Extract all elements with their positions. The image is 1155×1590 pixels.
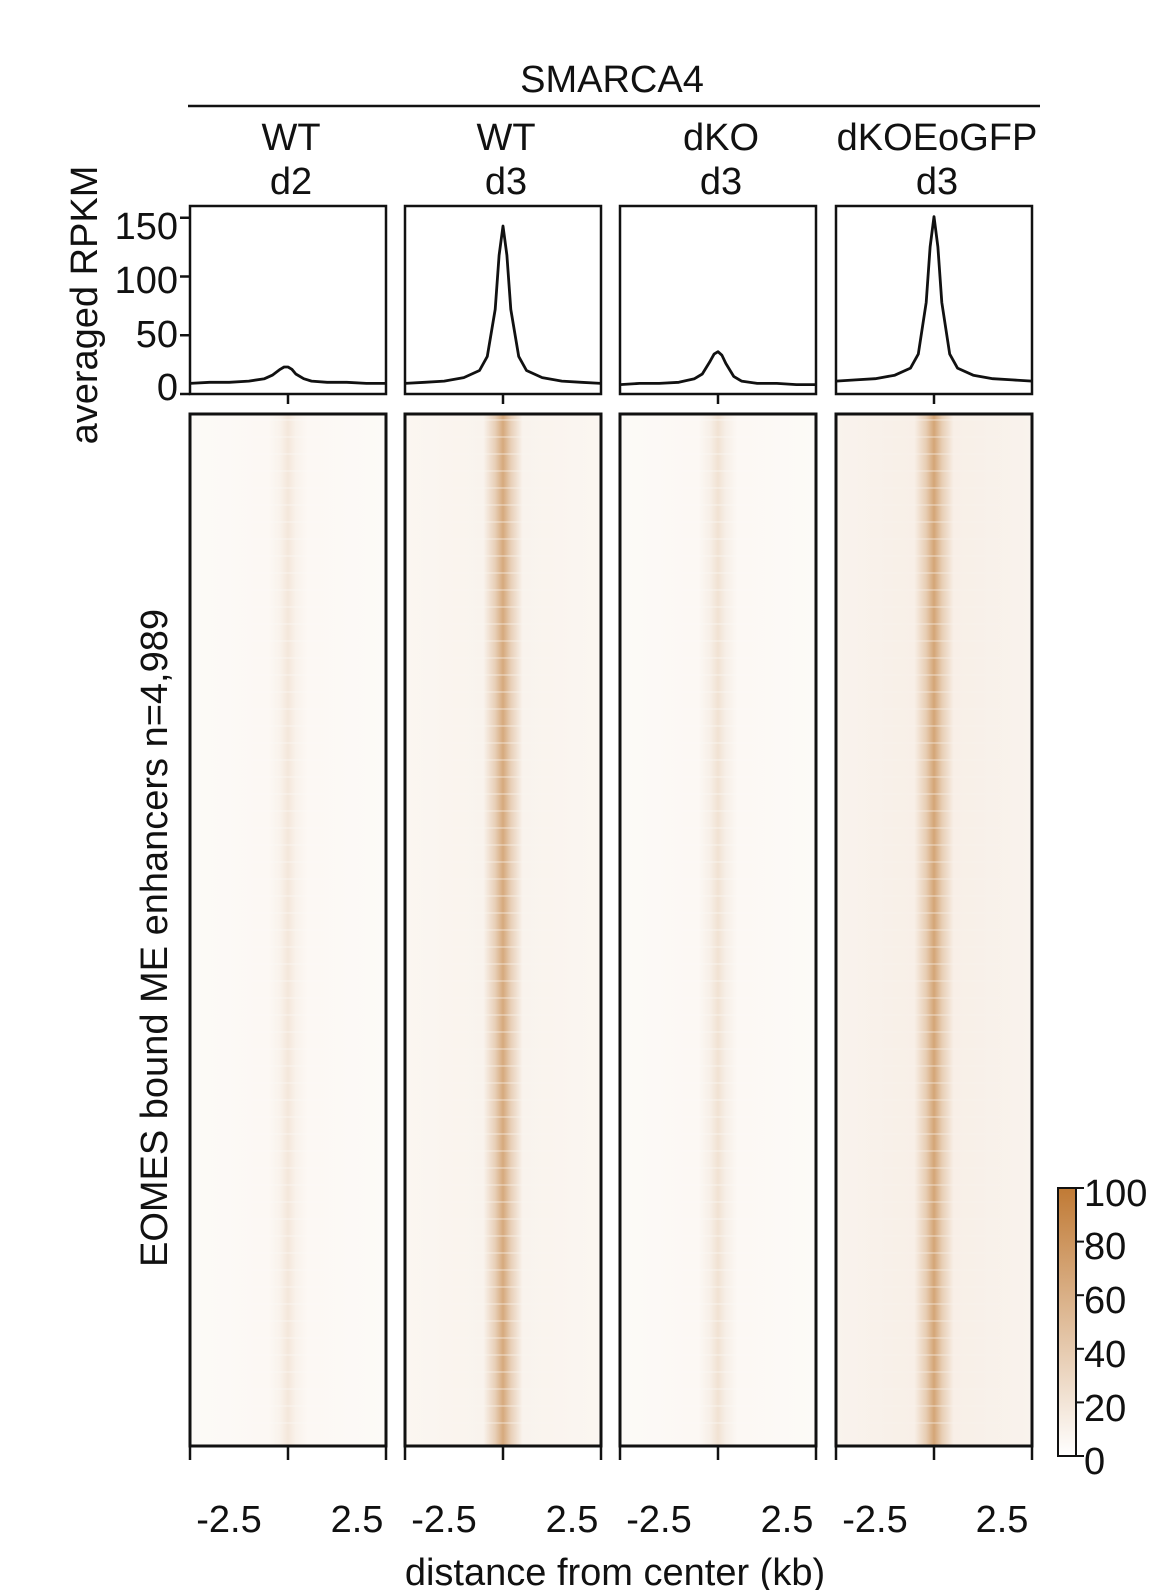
x-tick-label: -2.5 xyxy=(411,1499,476,1541)
heatmap-column xyxy=(836,414,1032,1446)
colorbar-tick-label: 60 xyxy=(1084,1280,1126,1322)
profile-line xyxy=(835,215,1033,383)
heatmap-column xyxy=(405,414,601,1446)
sample-title-line2: d3 xyxy=(485,161,527,203)
heatmap-y-axis-label: EOMES bound ME enhancers n=4,989 xyxy=(134,609,176,1267)
chart-marks xyxy=(180,204,1084,1460)
heatmap-column xyxy=(620,414,816,1446)
profile-ytick-label-50: 50 xyxy=(136,314,178,356)
sample-title-line2: d2 xyxy=(270,161,312,203)
sample-title-line1: dKOEoGFP xyxy=(837,117,1038,159)
sample-title-line2: d3 xyxy=(700,161,742,203)
profile-frame xyxy=(403,204,603,396)
profile-ytick-label-0: 0 xyxy=(157,367,178,409)
x-tick-label: -2.5 xyxy=(626,1499,691,1541)
sample-title-line2: d3 xyxy=(916,161,958,203)
profile-ytick-label-150: 150 xyxy=(115,206,178,248)
group-label: SMARCA4 xyxy=(520,59,704,101)
profile-frame xyxy=(188,204,388,396)
sample-title-line1: WT xyxy=(476,117,535,159)
profile-ytick-label-100: 100 xyxy=(115,260,178,302)
colorbar-tick-label: 20 xyxy=(1084,1388,1126,1430)
x-tick-label: 2.5 xyxy=(761,1499,814,1541)
x-tick-label: 2.5 xyxy=(976,1499,1029,1541)
colorbar-tick-label: 100 xyxy=(1084,1173,1147,1215)
profile-line xyxy=(189,365,386,385)
x-axis-label: distance from center (kb) xyxy=(405,1552,825,1590)
colorbar xyxy=(1057,1187,1077,1457)
colorbar-tick-label: 40 xyxy=(1084,1334,1126,1376)
colorbar-tick-label: 0 xyxy=(1084,1441,1105,1483)
x-tick-label: -2.5 xyxy=(842,1499,907,1541)
profile-y-axis-label: averaged RPKM xyxy=(64,166,106,445)
profile-frame xyxy=(834,204,1034,396)
x-tick-label: -2.5 xyxy=(196,1499,261,1541)
profile-line xyxy=(404,224,602,385)
colorbar-tick-label: 80 xyxy=(1084,1226,1126,1268)
x-tick-label: 2.5 xyxy=(546,1499,599,1541)
sample-title-line1: dKO xyxy=(683,117,759,159)
profile-frame xyxy=(618,204,818,396)
heatmap-column xyxy=(190,414,386,1446)
profile-line xyxy=(619,350,816,386)
sample-title-line1: WT xyxy=(261,117,320,159)
x-tick-label: 2.5 xyxy=(331,1499,384,1541)
